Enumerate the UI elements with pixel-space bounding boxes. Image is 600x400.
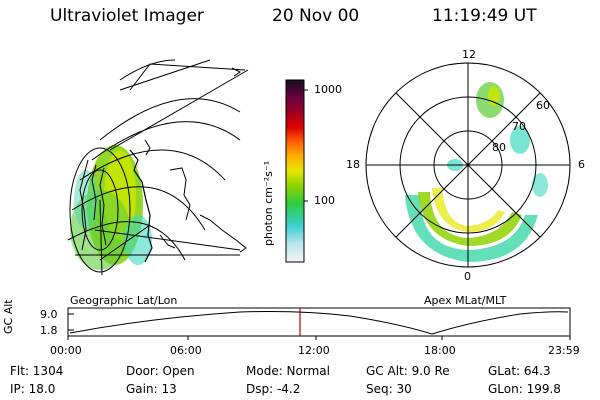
- info-mode: Mode: Normal: [246, 364, 330, 378]
- mlt-label-6: 6: [578, 158, 585, 171]
- instrument-title: Ultraviolet Imager: [50, 6, 204, 26]
- date-label: 20 Nov 00: [272, 6, 360, 26]
- mlt-label-12: 12: [462, 48, 476, 61]
- lat-label-70: 70: [512, 120, 526, 133]
- lat-label-60: 60: [536, 99, 550, 112]
- colorbar-unit-label: photon cm⁻²s⁻¹: [262, 160, 275, 246]
- colorbar: [285, 79, 305, 263]
- geo-panel-label: Geographic Lat/Lon: [70, 294, 178, 307]
- altitude-curve: [69, 311, 569, 335]
- info-ip: IP: 18.0: [10, 382, 56, 396]
- mlt-label-18: 18: [346, 158, 360, 171]
- info-flight: Flt: 1304: [10, 364, 64, 378]
- altitude-xtick-0000: 00:00: [50, 344, 82, 357]
- info-door: Door: Open: [126, 364, 195, 378]
- info-seq: Seq: 30: [366, 382, 412, 396]
- colorbar-tick-1000: 1000: [314, 83, 342, 96]
- lat-label-80: 80: [492, 141, 506, 154]
- altitude-ytick-1-8: 1.8: [40, 324, 58, 337]
- info-glon: GLon: 199.8: [488, 382, 561, 396]
- polar-panel-label: Apex MLat/MLT: [424, 294, 507, 307]
- time-label: 11:19:49 UT: [432, 6, 537, 26]
- altitude-xtick-0600: 06:00: [170, 344, 202, 357]
- altitude-ylabel: GC Alt: [2, 299, 15, 334]
- altitude-xtick-1800: 18:00: [424, 344, 456, 357]
- polar-plot: [365, 62, 571, 268]
- mlt-label-0: 0: [464, 270, 471, 283]
- info-dsp: Dsp: -4.2: [246, 382, 301, 396]
- altitude-xtick-1200: 12:00: [298, 344, 330, 357]
- geographic-map: [67, 59, 249, 276]
- info-gc-alt: GC Alt: 9.0 Re: [366, 364, 450, 378]
- altitude-plot: [67, 307, 571, 340]
- info-glat: GLat: 64.3: [488, 364, 551, 378]
- altitude-xtick-2359: 23:59: [548, 344, 580, 357]
- info-gain: Gain: 13: [126, 382, 177, 396]
- polar-aurora: [405, 82, 548, 262]
- altitude-ytick-9: 9.0: [40, 308, 58, 321]
- colorbar-tick-100: 100: [314, 194, 335, 207]
